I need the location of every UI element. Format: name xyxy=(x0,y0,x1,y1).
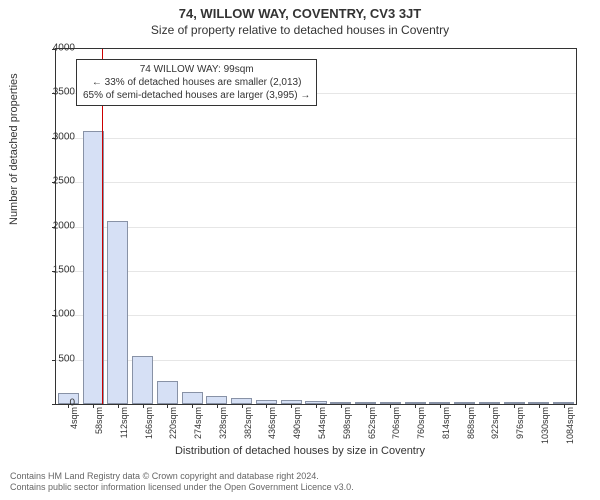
xtick-label: 1084sqm xyxy=(565,407,575,447)
xtick-label: 976sqm xyxy=(515,407,525,447)
footer-line1: Contains HM Land Registry data © Crown c… xyxy=(10,471,354,483)
ytick-label: 4000 xyxy=(53,43,75,54)
xtick-label: 58sqm xyxy=(94,407,104,447)
xtick-label: 490sqm xyxy=(292,407,302,447)
xtick-label: 4sqm xyxy=(69,407,79,447)
xtick-label: 760sqm xyxy=(416,407,426,447)
gridline xyxy=(56,271,576,272)
xtick-label: 112sqm xyxy=(119,407,129,447)
ytick-mark xyxy=(52,404,56,405)
ytick-label: 1500 xyxy=(53,264,75,275)
xtick-label: 166sqm xyxy=(144,407,154,447)
info-line-smaller: ← 33% of detached houses are smaller (2,… xyxy=(83,76,310,89)
xtick-label: 922sqm xyxy=(490,407,500,447)
histogram-bar xyxy=(206,396,227,404)
ytick-mark xyxy=(52,360,56,361)
xtick-label: 220sqm xyxy=(168,407,178,447)
property-info-box: 74 WILLOW WAY: 99sqm ← 33% of detached h… xyxy=(76,59,317,106)
footer-attribution: Contains HM Land Registry data © Crown c… xyxy=(10,471,354,494)
xtick-label: 1030sqm xyxy=(540,407,550,447)
xtick-label: 274sqm xyxy=(193,407,203,447)
xtick-label: 382sqm xyxy=(243,407,253,447)
ytick-label: 2000 xyxy=(53,220,75,231)
xtick-label: 544sqm xyxy=(317,407,327,447)
info-line-property: 74 WILLOW WAY: 99sqm xyxy=(83,63,310,76)
histogram-bar xyxy=(132,356,153,404)
xtick-label: 328sqm xyxy=(218,407,228,447)
chart-container: 74, WILLOW WAY, COVENTRY, CV3 3JT Size o… xyxy=(0,0,600,500)
info-line-larger: 65% of semi-detached houses are larger (… xyxy=(83,89,310,102)
chart-plot-area: 74 WILLOW WAY: 99sqm ← 33% of detached h… xyxy=(55,48,577,405)
ytick-label: 3500 xyxy=(53,87,75,98)
histogram-bar xyxy=(58,393,79,404)
gridline xyxy=(56,227,576,228)
y-axis-label: Number of detached properties xyxy=(8,73,20,225)
ytick-label: 3000 xyxy=(53,131,75,142)
gridline xyxy=(56,315,576,316)
xtick-label: 814sqm xyxy=(441,407,451,447)
histogram-bar xyxy=(83,131,104,404)
ytick-label: 2500 xyxy=(53,176,75,187)
footer-line2: Contains public sector information licen… xyxy=(10,482,354,494)
xtick-label: 706sqm xyxy=(391,407,401,447)
chart-title: 74, WILLOW WAY, COVENTRY, CV3 3JT xyxy=(0,0,600,21)
histogram-bar xyxy=(157,381,178,404)
ytick-label: 1000 xyxy=(53,309,75,320)
gridline xyxy=(56,182,576,183)
xtick-label: 436sqm xyxy=(267,407,277,447)
chart-subtitle: Size of property relative to detached ho… xyxy=(0,21,600,37)
xtick-label: 652sqm xyxy=(367,407,377,447)
xtick-label: 598sqm xyxy=(342,407,352,447)
xtick-label: 868sqm xyxy=(466,407,476,447)
ytick-label: 500 xyxy=(58,353,75,364)
gridline xyxy=(56,138,576,139)
histogram-bar xyxy=(107,221,128,404)
histogram-bar xyxy=(182,392,203,404)
